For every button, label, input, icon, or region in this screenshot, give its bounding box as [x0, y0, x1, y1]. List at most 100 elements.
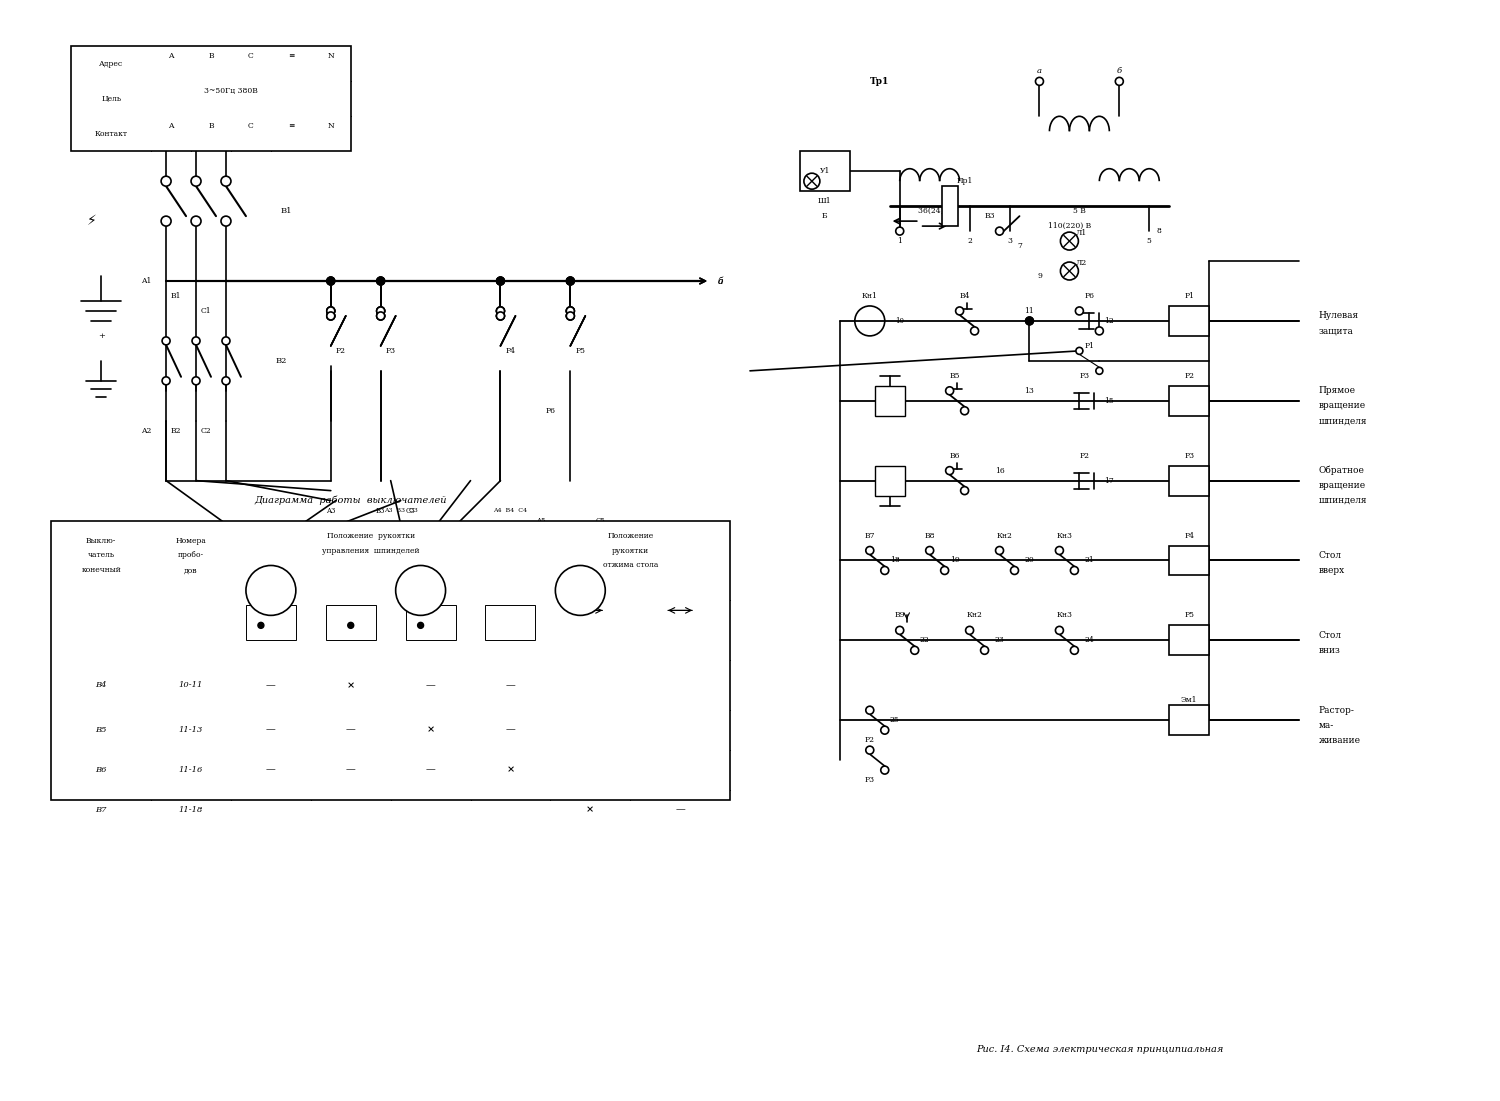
Text: C1: C1 — [201, 307, 211, 315]
Text: чатель: чатель — [87, 552, 116, 559]
Text: 3~50Гц 380В: 3~50Гц 380В — [204, 87, 258, 96]
Text: В4: В4 — [96, 682, 106, 689]
Text: Р6: Р6 — [1084, 292, 1095, 299]
Text: —: — — [426, 680, 435, 689]
Text: 12: 12 — [1104, 317, 1114, 325]
Text: Кн2: Кн2 — [966, 611, 982, 620]
Circle shape — [190, 176, 201, 186]
Text: шпинделя: шпинделя — [1318, 497, 1368, 505]
Bar — [874, 385, 904, 416]
Text: В5: В5 — [950, 372, 960, 380]
Text: +: + — [98, 331, 105, 340]
Text: шпинделя: шпинделя — [1318, 416, 1368, 425]
Bar — [1168, 625, 1209, 655]
Circle shape — [327, 312, 334, 320]
Circle shape — [327, 312, 334, 320]
Text: Р2: Р2 — [1080, 451, 1089, 460]
Text: 11-13: 11-13 — [178, 727, 203, 734]
Circle shape — [926, 546, 933, 555]
Bar — [874, 466, 904, 495]
Text: 25: 25 — [890, 716, 900, 724]
Circle shape — [222, 337, 230, 345]
Circle shape — [192, 337, 200, 345]
Text: а: а — [717, 276, 723, 285]
Text: пробо-: пробо- — [178, 552, 204, 559]
Circle shape — [1035, 77, 1044, 86]
Text: Контакт: Контакт — [94, 130, 128, 138]
Circle shape — [567, 307, 574, 315]
Text: Выклю-: Выклю- — [86, 536, 117, 545]
Circle shape — [376, 307, 384, 315]
Circle shape — [220, 176, 231, 186]
Text: 9: 9 — [1036, 272, 1042, 280]
Circle shape — [190, 216, 201, 226]
Circle shape — [880, 727, 888, 734]
Text: вращение: вращение — [1318, 481, 1366, 490]
Text: 3: 3 — [1007, 237, 1013, 246]
Text: а: а — [1036, 67, 1042, 75]
Text: —: — — [506, 680, 516, 689]
Text: M2: M2 — [456, 621, 470, 630]
Text: вниз: вниз — [1318, 646, 1341, 655]
Text: A: A — [168, 53, 174, 61]
Text: Тр1: Тр1 — [870, 77, 889, 86]
Text: —: — — [266, 726, 276, 734]
Bar — [1168, 545, 1209, 576]
Circle shape — [162, 337, 170, 345]
Bar — [326, 606, 375, 641]
Circle shape — [192, 377, 200, 385]
Text: Стол: Стол — [1318, 550, 1342, 560]
Text: A: A — [168, 122, 174, 130]
Circle shape — [970, 327, 978, 335]
Text: 7: 7 — [1017, 242, 1022, 250]
Circle shape — [376, 277, 384, 285]
Circle shape — [996, 227, 1004, 236]
Text: Р2: Р2 — [865, 737, 874, 744]
Circle shape — [567, 312, 574, 320]
Text: B2: B2 — [171, 427, 182, 435]
Circle shape — [1026, 317, 1033, 325]
Circle shape — [1056, 546, 1064, 555]
Circle shape — [865, 746, 874, 754]
Bar — [246, 606, 296, 641]
Text: В9: В9 — [894, 611, 904, 620]
Text: Обратное: Обратное — [1318, 466, 1365, 476]
Circle shape — [1095, 327, 1104, 335]
Text: Кл.1: Кл.1 — [159, 77, 183, 86]
Text: C3: C3 — [406, 506, 416, 514]
Text: В7: В7 — [864, 532, 874, 539]
Text: A2: A2 — [141, 427, 152, 435]
Text: A5: A5 — [536, 516, 544, 524]
Text: Растор-: Растор- — [1318, 706, 1354, 715]
Circle shape — [555, 566, 606, 615]
Text: 17: 17 — [1104, 477, 1114, 484]
Text: В7: В7 — [96, 806, 106, 814]
Circle shape — [376, 277, 384, 285]
Text: б: б — [1118, 67, 1122, 75]
Circle shape — [496, 312, 504, 320]
Circle shape — [536, 545, 626, 635]
Text: ×: × — [507, 765, 515, 775]
Circle shape — [396, 566, 445, 615]
Text: ×: × — [346, 680, 355, 689]
Text: 110(220) В: 110(220) В — [1048, 222, 1090, 230]
Text: 23: 23 — [994, 636, 1005, 644]
Bar — [1168, 706, 1209, 735]
Circle shape — [327, 277, 334, 285]
Text: Р3: Р3 — [386, 347, 396, 355]
Circle shape — [567, 277, 574, 285]
Text: Л2: Л2 — [1076, 259, 1088, 268]
Text: Номера: Номера — [176, 536, 207, 545]
Circle shape — [162, 377, 170, 385]
Circle shape — [327, 312, 334, 320]
Circle shape — [327, 277, 334, 285]
Circle shape — [496, 277, 504, 285]
Text: В4: В4 — [960, 292, 970, 299]
Circle shape — [855, 306, 885, 336]
Circle shape — [865, 546, 874, 555]
Circle shape — [1071, 646, 1078, 654]
Text: Нулевая: Нулевая — [1318, 312, 1359, 320]
Bar — [72, 46, 351, 151]
Text: ⚡: ⚡ — [87, 214, 96, 228]
Text: —: — — [675, 806, 686, 815]
